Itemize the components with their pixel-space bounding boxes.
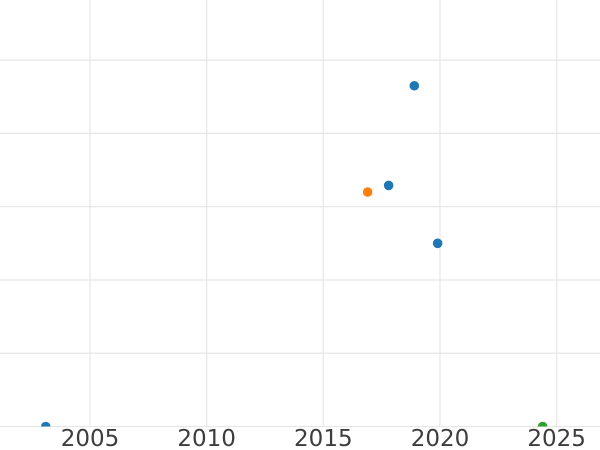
x-tick-label: 2015 [294, 426, 353, 450]
data-point-blue [409, 80, 420, 91]
data-points-layer [40, 80, 548, 427]
x-tick-label: 2010 [177, 426, 236, 450]
x-tick-label: 2025 [527, 426, 586, 450]
data-point-blue [432, 238, 443, 249]
x-tick-label: 2020 [411, 426, 470, 450]
gridlines [0, 0, 600, 428]
data-point-blue [40, 421, 51, 427]
x-axis-tick-labels: 2005 2010 2015 2020 2025 [61, 426, 586, 450]
x-tick-label: 2005 [61, 426, 120, 450]
data-point-blue [383, 180, 394, 191]
data-point-orange [362, 187, 373, 197]
data-point-green [537, 421, 548, 427]
